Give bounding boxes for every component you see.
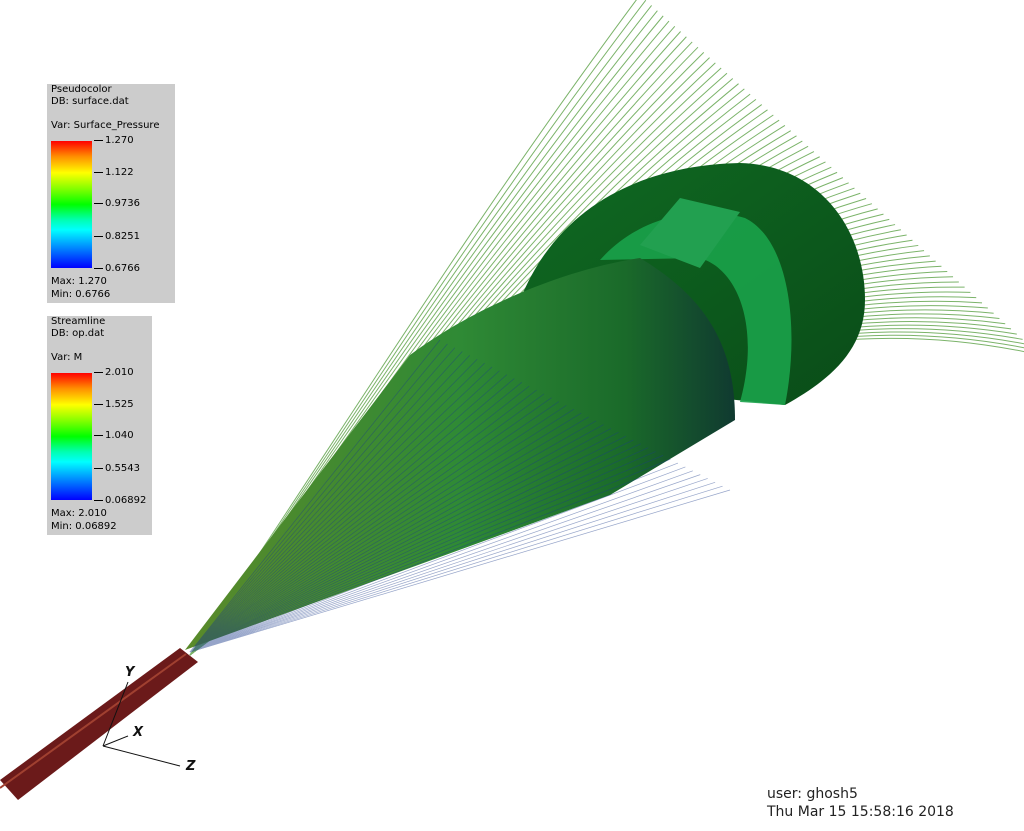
cone-streamline — [189, 351, 463, 653]
cone-streamline — [189, 370, 500, 653]
cone-streamline — [189, 343, 448, 653]
cone-streamline — [189, 366, 493, 653]
y-axis-line — [102, 681, 129, 747]
cone-streamline — [189, 455, 664, 653]
cone-streamline — [189, 485, 723, 653]
inlet-pipe — [0, 648, 198, 800]
cone-streamline — [189, 378, 515, 653]
tick-label: 1.270 — [94, 135, 134, 146]
z-axis-line — [102, 745, 181, 767]
legend-plot-type: Streamline — [51, 316, 106, 327]
legend-max: Max: 1.270 — [51, 276, 107, 287]
tick-label: 1.525 — [94, 399, 134, 410]
cone-streamline — [189, 420, 597, 653]
legend-db: DB: op.dat — [51, 328, 105, 339]
x-axis-line — [102, 735, 129, 747]
tick-label: 0.8251 — [94, 231, 140, 242]
cone-streamline — [189, 451, 656, 653]
cone-streamline — [189, 489, 731, 653]
tick-label: 0.9736 — [94, 198, 140, 209]
cone-streamline — [189, 424, 604, 653]
cone-streamline — [189, 431, 619, 653]
cone-streamline — [189, 443, 641, 653]
inlet-pipe-highlight — [0, 653, 187, 789]
legend-plot-type: Pseudocolor — [51, 84, 112, 95]
cone-streamline — [189, 355, 470, 653]
cone-streamline — [189, 347, 456, 653]
cone-streamline — [189, 478, 708, 653]
legend-streamline-m: Streamline DB: op.dat Var: M 2.010 1.525… — [47, 316, 152, 535]
cone-streamline — [189, 374, 508, 653]
axis-label-z: Z — [186, 759, 196, 774]
cone-streamlines — [189, 339, 731, 653]
timestamp-label: Thu Mar 15 15:58:16 2018 — [767, 804, 954, 820]
cone-streamline — [189, 401, 560, 653]
cone-streamline — [189, 435, 627, 653]
colorbar-surface-pressure — [51, 141, 92, 268]
axis-label-y: Y — [125, 665, 135, 680]
tick-label: 1.122 — [94, 167, 134, 178]
cone-streamline — [189, 466, 686, 653]
cone-streamline — [189, 412, 582, 653]
cone-streamline — [189, 416, 589, 653]
tick-label: 0.06892 — [93, 495, 147, 506]
cone-streamline — [189, 408, 575, 653]
tick-label: 0.6766 — [94, 263, 140, 274]
cone-streamline — [189, 439, 634, 653]
cone-streamline — [189, 339, 441, 653]
legend-db: DB: surface.dat — [51, 96, 129, 107]
cone-streamline — [189, 382, 523, 653]
cone-streamline — [189, 358, 478, 653]
cone-streamline — [189, 385, 530, 653]
cone-streamline — [189, 397, 552, 653]
legend-min: Min: 0.6766 — [51, 289, 111, 300]
axis-triad — [102, 681, 181, 767]
legend-surface-pressure: Pseudocolor DB: surface.dat Var: Surface… — [47, 84, 175, 303]
cone-streamline — [189, 474, 701, 653]
legend-max: Max: 2.010 — [51, 508, 107, 519]
legend-var: Var: M — [51, 352, 83, 363]
cone-streamline — [189, 481, 716, 653]
colorbar-streamline — [51, 373, 92, 500]
cone-streamline — [189, 393, 545, 653]
legend-min: Min: 0.06892 — [51, 521, 117, 532]
cone-streamline — [189, 470, 693, 653]
cone-streamline — [189, 428, 612, 653]
cone-streamline — [189, 462, 679, 653]
tick-label: 1.040 — [94, 430, 134, 441]
axis-label-x: X — [133, 725, 144, 740]
cone-streamline — [189, 458, 671, 653]
nozzle-inner-ring — [600, 212, 792, 405]
cone-streamline — [189, 362, 485, 653]
cone-streamline — [189, 389, 537, 653]
nozzle-panel — [640, 198, 740, 268]
user-label: user: ghosh5 — [767, 786, 858, 802]
cone-streamline — [189, 447, 649, 653]
cone-streamline — [189, 405, 567, 653]
tick-label: 0.5543 — [94, 463, 140, 474]
cone-body — [185, 258, 735, 650]
legend-var: Var: Surface_Pressure — [51, 120, 160, 131]
tick-label: 2.010 — [94, 367, 134, 378]
